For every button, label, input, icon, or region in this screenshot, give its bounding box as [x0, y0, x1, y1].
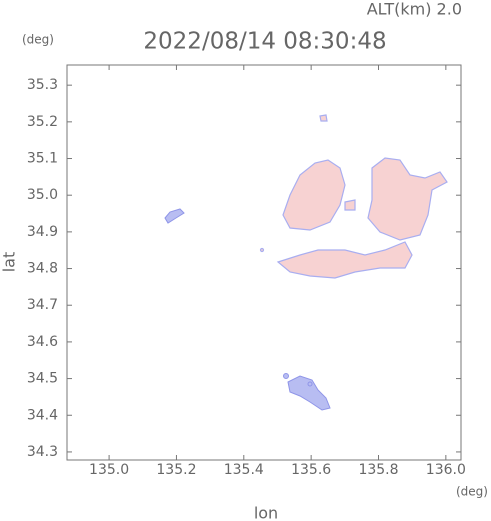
x-unit: (deg) [456, 485, 488, 499]
y-tick-label: 35.2 [27, 114, 58, 130]
plot-frame [66, 64, 462, 461]
y-tick-label: 34.5 [27, 371, 58, 387]
echo [164, 208, 185, 224]
y-unit: (deg) [22, 33, 54, 47]
echo-areas [164, 114, 448, 411]
x-tick-label: 135.2 [156, 462, 196, 478]
y-tick-label: 34.3 [27, 444, 58, 460]
chart-title: 2022/08/14 08:30:48 [143, 29, 386, 55]
y-tick-label: 34.8 [27, 261, 58, 277]
x-axis-label: lon [254, 504, 278, 521]
x-tick-label: 135.8 [358, 462, 398, 478]
x-tick-label: 135.4 [224, 462, 264, 478]
x-tick-label: 135.0 [89, 462, 129, 478]
echo [276, 241, 413, 279]
echo [319, 114, 328, 122]
y-tick-label: 35.3 [27, 77, 58, 93]
altitude-label: ALT(km) 2.0 [367, 0, 462, 19]
x-tick-label: 136.0 [426, 462, 466, 478]
y-tick-label: 34.4 [27, 407, 58, 423]
y-tick-label: 34.9 [27, 224, 58, 240]
x-tick-label: 135.6 [291, 462, 331, 478]
y-tick-label: 34.6 [27, 334, 58, 350]
echo [287, 375, 331, 411]
echo [367, 157, 448, 241]
echo [344, 199, 356, 211]
echo [283, 373, 289, 379]
echo [259, 247, 265, 253]
y-tick-label: 35.0 [27, 187, 58, 203]
y-tick-label: 34.7 [27, 297, 58, 313]
y-axis-label: lat [0, 252, 19, 273]
y-tick-label: 35.1 [27, 151, 58, 167]
echo [307, 381, 313, 387]
echo [282, 159, 346, 231]
